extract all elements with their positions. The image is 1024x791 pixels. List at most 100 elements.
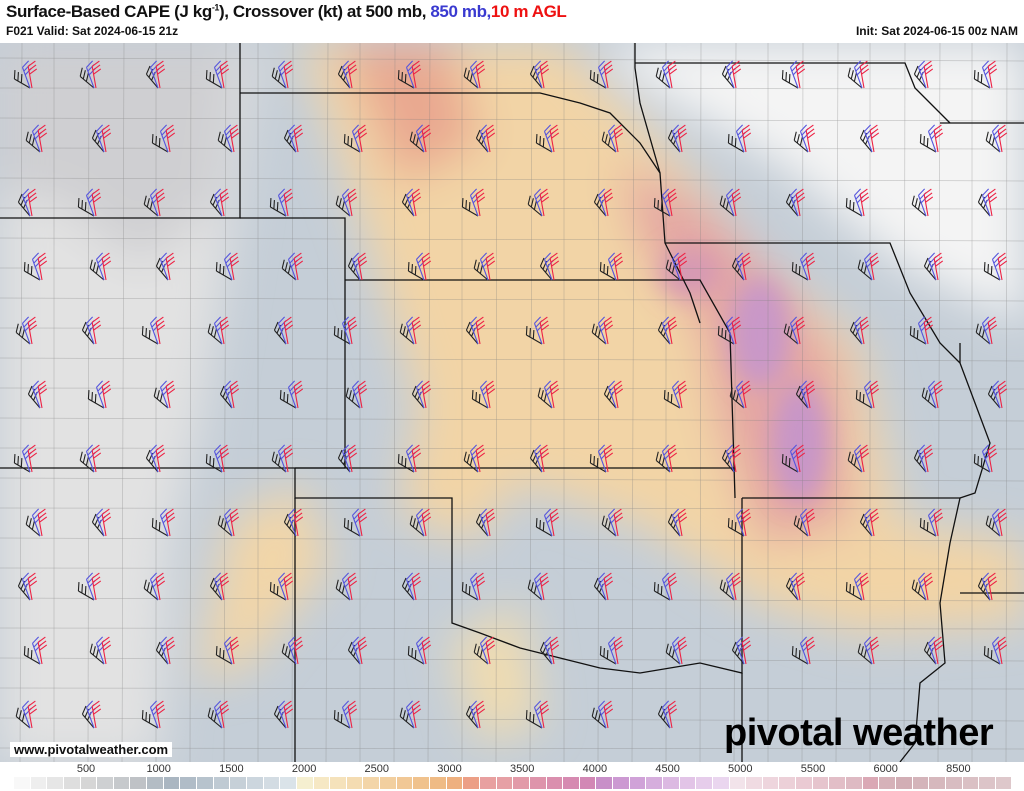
- wind-barb: [847, 451, 863, 473]
- wind-barb: [539, 641, 553, 665]
- wind-barb: [597, 700, 608, 729]
- wind-barb: [973, 454, 991, 473]
- wind-barb: [539, 444, 550, 473]
- wind-barb: [219, 385, 233, 409]
- wind-barb: [155, 188, 166, 217]
- wind-barb: [279, 390, 297, 409]
- colorbar-swatch: [213, 777, 231, 789]
- wind-barb: [923, 60, 934, 89]
- colorbar-swatch: [346, 777, 364, 789]
- wind-barb: [293, 124, 304, 153]
- wind-barb: [661, 572, 672, 601]
- wind-barb: [731, 572, 742, 601]
- iowa-missouri-border: [634, 43, 991, 499]
- wind-barb: [421, 252, 432, 281]
- wind-barb: [473, 643, 489, 665]
- wind-barb: [411, 316, 422, 345]
- colorbar-swatch: [80, 777, 98, 789]
- colorbar-swatch: [662, 777, 680, 789]
- wind-barb: [287, 636, 298, 665]
- wind-barb: [597, 316, 608, 345]
- colorbar-swatch: [296, 777, 314, 789]
- wind-barb: [909, 326, 927, 345]
- colorbar-swatch: [746, 777, 763, 789]
- website-label[interactable]: www.pivotalweather.com: [10, 742, 173, 757]
- wind-barb: [23, 262, 41, 281]
- wind-barb: [533, 700, 544, 729]
- wind-barb: [655, 451, 671, 473]
- wind-barb: [461, 582, 479, 601]
- wind-barb: [223, 636, 234, 665]
- wind-barb: [849, 321, 863, 345]
- wind-barb: [219, 188, 230, 217]
- wind-barb: [37, 636, 48, 665]
- wind-barb: [475, 700, 486, 729]
- wind-barb: [155, 316, 166, 345]
- title-superscript: -1: [211, 2, 220, 13]
- wind-barb: [607, 508, 618, 537]
- wind-barb: [927, 252, 938, 281]
- wind-barb: [469, 444, 480, 473]
- colorbar-swatch: [579, 777, 597, 789]
- wind-barb: [405, 188, 416, 217]
- wind-barb: [155, 444, 166, 473]
- wind-barb: [79, 67, 95, 89]
- wind-barb: [549, 636, 560, 665]
- wind-barb: [731, 316, 742, 345]
- wind-barb: [283, 316, 294, 345]
- wind-barb: [149, 60, 160, 89]
- wind-barb: [677, 636, 688, 665]
- wind-barb: [31, 252, 42, 281]
- wind-barb: [525, 710, 543, 729]
- wind-barb: [607, 252, 618, 281]
- wind-barb: [347, 444, 358, 473]
- wind-barb: [795, 60, 806, 89]
- wind-barb: [987, 572, 998, 601]
- wind-barb: [549, 508, 560, 537]
- colorbar-swatch: [563, 777, 580, 789]
- wind-barb: [661, 316, 672, 345]
- wind-barb: [799, 380, 810, 409]
- wind-barb: [91, 129, 105, 153]
- wind-barb: [31, 124, 42, 153]
- wind-barb: [473, 259, 489, 281]
- state-borders: [0, 43, 1024, 762]
- wind-barb: [141, 326, 159, 345]
- title-850mb: 850 mb,: [430, 2, 491, 21]
- colorbar-swatch: [596, 777, 614, 789]
- wind-barb: [869, 124, 880, 153]
- wind-barb: [789, 316, 800, 345]
- wind-barb: [229, 508, 240, 537]
- wind-barb: [539, 572, 550, 601]
- wind-barb: [667, 129, 681, 153]
- wind-barb: [927, 124, 938, 153]
- wind-barb: [543, 380, 554, 409]
- wind-barb: [781, 70, 799, 89]
- wind-barb: [415, 636, 426, 665]
- wind-barb: [151, 518, 169, 537]
- wind-barb: [913, 65, 927, 89]
- wind-barb: [911, 579, 927, 601]
- colorbar-swatch: [130, 777, 148, 789]
- wind-barb: [21, 444, 32, 473]
- wind-barb: [85, 188, 96, 217]
- wind-barb: [725, 316, 736, 345]
- wind-barb: [351, 252, 362, 281]
- wind-barb: [725, 188, 736, 217]
- wind-barb: [533, 316, 544, 345]
- wind-barb: [671, 508, 682, 537]
- wind-barb: [601, 515, 617, 537]
- wind-barb: [543, 252, 554, 281]
- wind-barb: [205, 454, 223, 473]
- wind-barb: [155, 257, 169, 281]
- wind-barb: [667, 700, 678, 729]
- wind-barb: [991, 124, 1002, 153]
- wind-barb: [741, 636, 752, 665]
- wind-barb: [151, 134, 169, 153]
- wind-barb: [215, 646, 233, 665]
- wind-barb: [357, 636, 368, 665]
- wind-barb: [283, 129, 297, 153]
- wind-barb: [527, 579, 543, 601]
- colorbar-swatch: [945, 777, 963, 789]
- wind-barb: [731, 641, 745, 665]
